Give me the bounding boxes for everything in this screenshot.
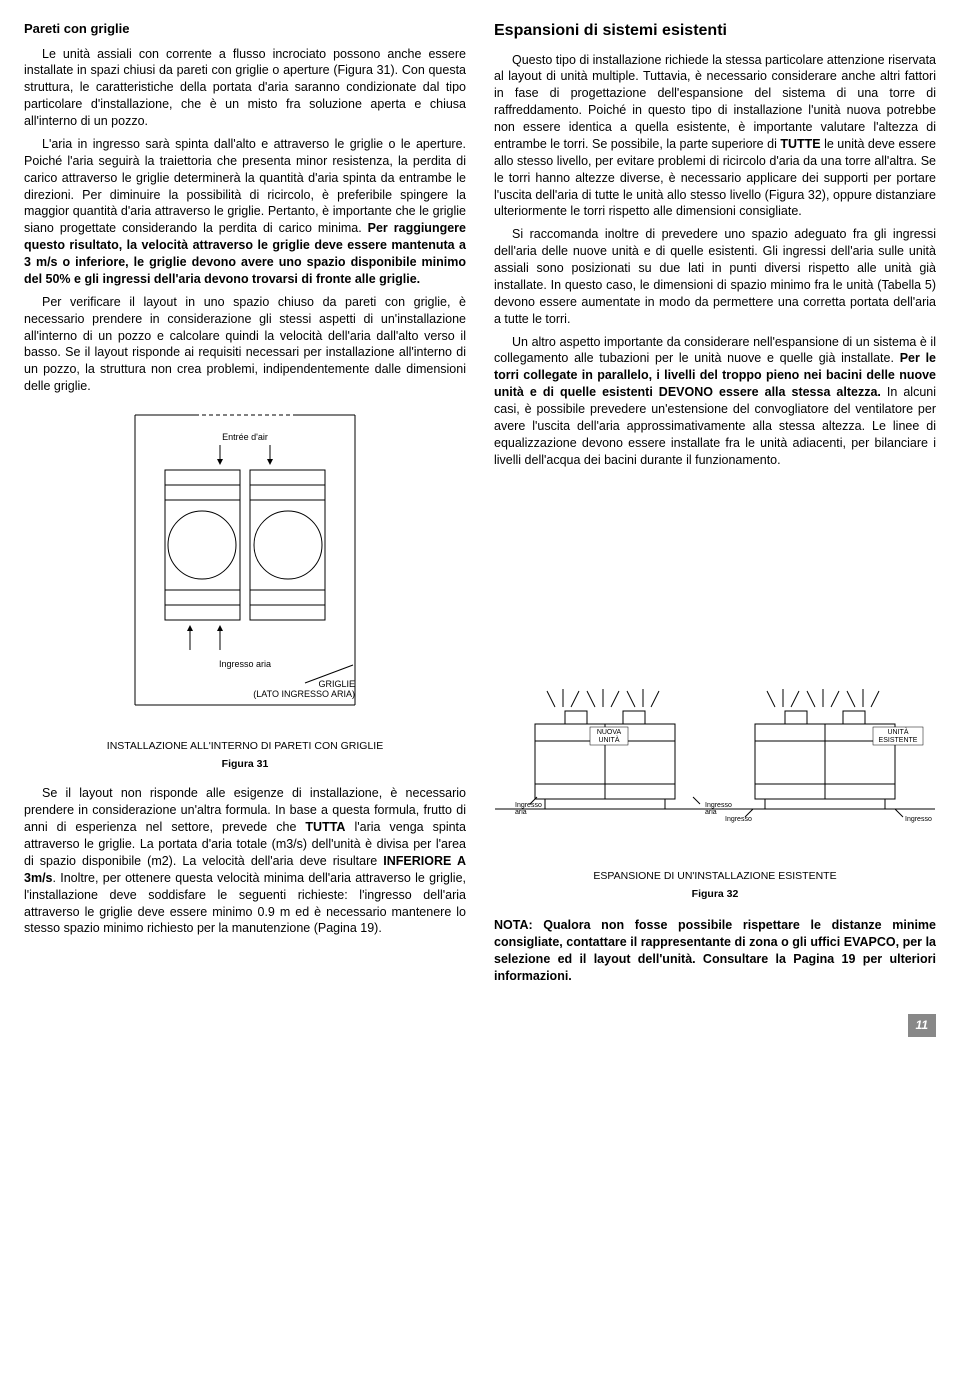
- svg-text:aria: aria: [705, 809, 717, 816]
- svg-text:ESISTENTE: ESISTENTE: [879, 737, 918, 744]
- left-heading: Pareti con griglie: [24, 20, 466, 38]
- svg-text:Ingresso: Ingresso: [515, 802, 542, 809]
- svg-text:Ingresso: Ingresso: [725, 816, 752, 823]
- figure-31: Entrée d'air: [24, 405, 466, 771]
- left-p1: Le unità assiali con corrente a flusso i…: [24, 46, 466, 130]
- fig31-svg: Entrée d'air: [95, 405, 395, 735]
- right-p3: Un altro aspetto importante da considera…: [494, 334, 936, 469]
- svg-text:Entrée d'air: Entrée d'air: [222, 432, 268, 442]
- right-p1: Questo tipo di installazione richiede la…: [494, 52, 936, 221]
- right-p2: Si raccomanda inoltre di prevedere uno s…: [494, 226, 936, 327]
- page-number-container: 11: [24, 1014, 936, 1036]
- left-column: Pareti con griglie Le unità assiali con …: [24, 20, 466, 990]
- svg-text:NUOVA: NUOVA: [597, 729, 622, 736]
- right-column: Espansioni di sistemi esistenti Questo t…: [494, 20, 936, 990]
- svg-text:Ingresso: Ingresso: [905, 816, 932, 823]
- svg-text:UNITÀ: UNITÀ: [888, 727, 909, 736]
- right-heading: Espansioni di sistemi esistenti: [494, 20, 936, 42]
- fig32-svg: NUOVA UNITÀ: [495, 669, 935, 829]
- figure-32: NUOVA UNITÀ: [494, 669, 936, 901]
- fig31-title: INSTALLAZIONE ALL'INTERNO DI PARETI CON …: [24, 739, 466, 753]
- svg-text:GRIGLIE: GRIGLIE: [318, 679, 355, 689]
- left-p1b: L'aria in ingresso sarà spinta dall'alto…: [24, 136, 466, 288]
- svg-text:Ingresso: Ingresso: [705, 802, 732, 809]
- fig31-label: Figura 31: [24, 757, 466, 771]
- fig32-title: ESPANSIONE DI UN'INSTALLAZIONE ESISTENTE: [494, 869, 936, 883]
- page-number: 11: [908, 1014, 936, 1036]
- left-p3: Se il layout non risponde alle esigenze …: [24, 785, 466, 937]
- svg-text:aria: aria: [515, 809, 527, 816]
- svg-text:UNITÀ: UNITÀ: [599, 735, 620, 744]
- right-note: NOTA: Qualora non fosse possibile rispet…: [494, 917, 936, 985]
- fig32-label: Figura 32: [494, 887, 936, 901]
- svg-text:Ingresso aria: Ingresso aria: [219, 659, 271, 669]
- svg-text:(LATO INGRESSO ARIA): (LATO INGRESSO ARIA): [253, 689, 355, 699]
- left-p2: Per verificare il layout in uno spazio c…: [24, 294, 466, 395]
